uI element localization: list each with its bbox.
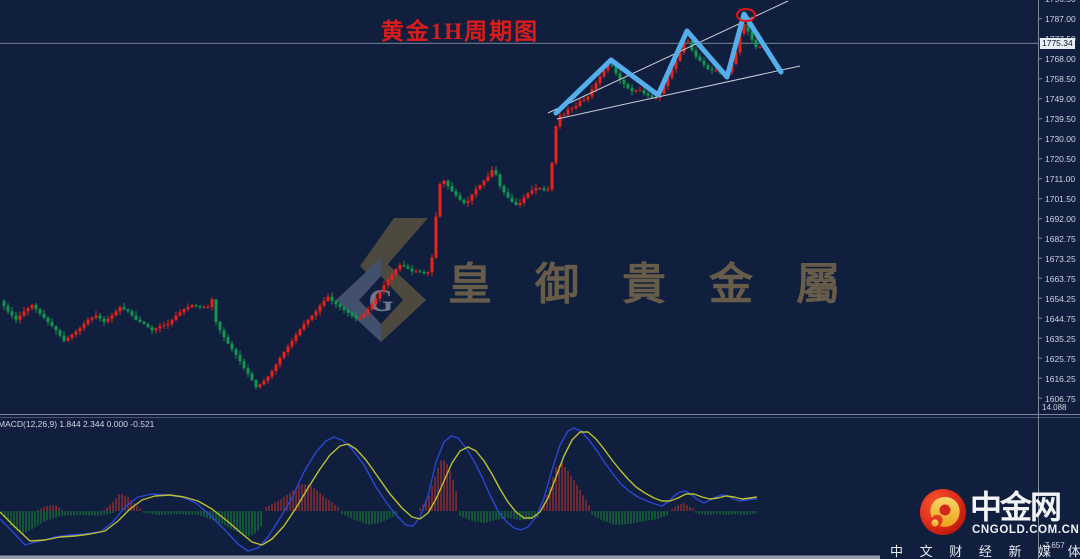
price-axis-label: 1616.25 <box>1045 373 1076 384</box>
price-axis-label: 1682.75 <box>1045 233 1076 244</box>
macd-histogram <box>1 460 757 537</box>
price-axis-label: 1739.50 <box>1045 114 1076 125</box>
cngold-brand-name: 中金网 <box>970 489 1062 525</box>
cngold-logo: 中金网 CNGOLD.COM.CN 中 文 财 经 新 媒 体 <box>888 478 1080 559</box>
price-axis-label: 1644.75 <box>1045 313 1076 324</box>
watermark-text: 皇 御 貴 金 屬 <box>448 260 856 309</box>
price-axis-label: 1625.75 <box>1045 353 1076 364</box>
price-axis-label: 1635.25 <box>1045 333 1076 344</box>
cngold-swirl-icon <box>920 489 966 535</box>
cngold-domain: CNGOLD.COM.CN <box>972 524 1080 536</box>
macd-signal-line <box>0 431 758 546</box>
price-axis-label: 1768.00 <box>1045 54 1076 65</box>
price-axis-label: 1796.50 <box>1045 0 1076 4</box>
macd-max-label: 14.088 <box>1042 403 1067 412</box>
zigzag-annotation[interactable] <box>553 11 784 116</box>
price-axis-label: 1654.25 <box>1045 293 1076 304</box>
price-axis-label: 1720.50 <box>1045 154 1076 165</box>
macd-min-label: -7.657 <box>1042 541 1065 550</box>
chart-title: 黄金1H周期图 <box>380 19 540 44</box>
price-axis-label: 1701.50 <box>1045 194 1076 205</box>
price-axis-label: 1606.75 <box>1045 393 1076 404</box>
macd-indicator-label: MACD(12,26,9) 1.844 2.344 0.000 -0.521 <box>0 419 155 429</box>
time-axis-strip[interactable] <box>0 555 880 559</box>
price-axis-label: 1692.00 <box>1045 214 1076 225</box>
price-axis-label: 1730.00 <box>1045 134 1076 145</box>
trendline-lower-channel[interactable] <box>556 65 801 120</box>
price-axis-label: 1758.50 <box>1045 74 1076 85</box>
svg-text:G: G <box>369 282 394 318</box>
current-price-tag: 1775.34 <box>1040 37 1075 49</box>
candlestick-series <box>2 19 762 390</box>
macd-main-line <box>0 427 757 552</box>
peak-circle-annotation[interactable] <box>736 8 756 22</box>
price-axis-label: 1711.00 <box>1045 174 1076 185</box>
price-axis-label: 1673.25 <box>1045 253 1076 264</box>
price-axis-label: 1749.00 <box>1045 94 1076 105</box>
price-axis-label: 1787.00 <box>1045 14 1076 25</box>
cngold-tagline: 中 文 财 经 新 媒 体 <box>890 544 1080 559</box>
price-axis-label: 1663.75 <box>1045 273 1076 284</box>
